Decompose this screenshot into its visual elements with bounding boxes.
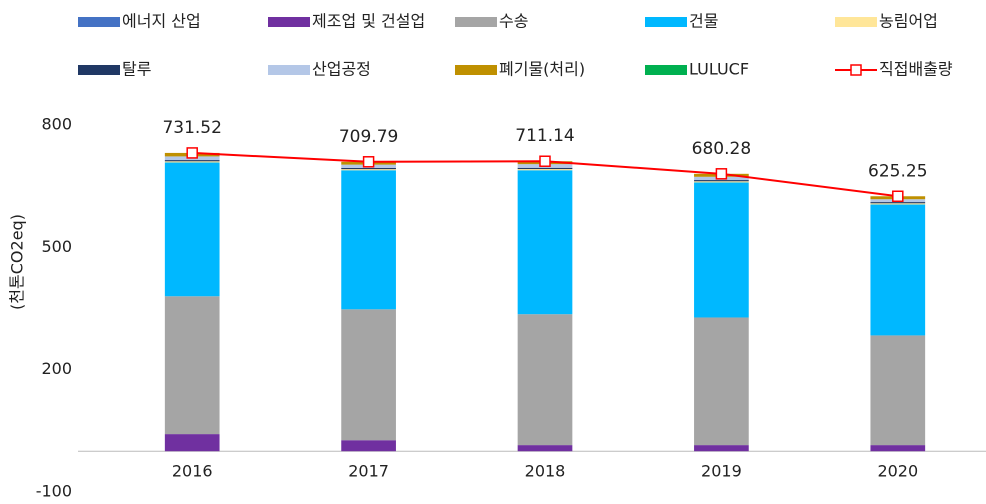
bar-segment bbox=[694, 317, 749, 446]
bar-segment bbox=[164, 162, 220, 297]
y-tick-label: 800 bbox=[41, 115, 72, 134]
data-label: 680.28 bbox=[692, 139, 751, 159]
bar-segment bbox=[517, 167, 573, 170]
legend-swatch bbox=[78, 65, 120, 75]
bar-segment bbox=[341, 169, 396, 171]
bar-segment bbox=[694, 180, 749, 182]
legend-swatch bbox=[268, 65, 310, 75]
data-label: 731.52 bbox=[162, 118, 221, 138]
bar-segment bbox=[517, 169, 573, 171]
bar-segment bbox=[517, 170, 573, 315]
legend-marker bbox=[850, 64, 862, 76]
bar-segment bbox=[694, 445, 749, 452]
data-label: 709.79 bbox=[339, 127, 398, 147]
y-tick-label: 200 bbox=[41, 359, 72, 378]
line-marker bbox=[362, 156, 375, 168]
x-tick-label: 2017 bbox=[348, 462, 389, 481]
legend-label: 에너지 산업 bbox=[122, 12, 201, 31]
bar-segment bbox=[517, 445, 573, 452]
bar-segment bbox=[341, 440, 396, 452]
data-label: 625.25 bbox=[868, 161, 927, 181]
bar-segment bbox=[164, 161, 220, 163]
bar-segment bbox=[870, 203, 926, 205]
legend-swatch bbox=[645, 17, 687, 27]
legend-label: 수송 bbox=[499, 12, 528, 31]
legend-swatch bbox=[78, 17, 120, 27]
legend-swatch bbox=[268, 17, 310, 27]
bar-segment bbox=[341, 170, 396, 310]
y-axis-title: (천톤CO2eq) bbox=[8, 214, 27, 310]
line-marker bbox=[715, 168, 728, 180]
bar-segment bbox=[870, 204, 926, 336]
bar-segment bbox=[870, 335, 926, 446]
line-marker bbox=[186, 147, 198, 159]
x-tick-label: 2016 bbox=[172, 462, 213, 481]
data-label: 711.14 bbox=[515, 126, 574, 146]
bar-segment bbox=[870, 202, 926, 204]
legend-label: 직접배출량 bbox=[879, 60, 953, 79]
bar-segment bbox=[164, 296, 220, 435]
bar-segment bbox=[164, 160, 220, 162]
legend-label: 제조업 및 건설업 bbox=[312, 12, 425, 31]
legend-swatch bbox=[455, 65, 497, 75]
bar-segment bbox=[164, 434, 220, 452]
legend-label: 건물 bbox=[689, 12, 718, 31]
legend-label: 산업공정 bbox=[312, 60, 371, 79]
bar-segment bbox=[341, 167, 396, 170]
x-tick-label: 2018 bbox=[525, 462, 566, 481]
legend-swatch bbox=[645, 65, 687, 75]
bar-segment bbox=[341, 309, 396, 441]
bar-segment bbox=[517, 314, 573, 446]
legend-swatch bbox=[455, 17, 497, 27]
bar-segment bbox=[694, 182, 749, 318]
x-tick-label: 2020 bbox=[877, 462, 918, 481]
x-tick-label: 2019 bbox=[701, 462, 742, 481]
legend-swatch bbox=[835, 17, 877, 27]
bar-segment bbox=[694, 181, 749, 183]
y-tick-label: -100 bbox=[36, 482, 72, 501]
bar-segment bbox=[870, 445, 926, 452]
line-marker bbox=[892, 190, 904, 203]
y-tick-label: 500 bbox=[41, 237, 72, 256]
line-marker bbox=[539, 155, 551, 167]
legend-label: 농림어업 bbox=[879, 12, 938, 31]
legend-label: 탈루 bbox=[122, 60, 151, 79]
legend-label: 폐기물(처리) bbox=[499, 60, 585, 79]
legend-label: LULUCF bbox=[689, 60, 749, 79]
